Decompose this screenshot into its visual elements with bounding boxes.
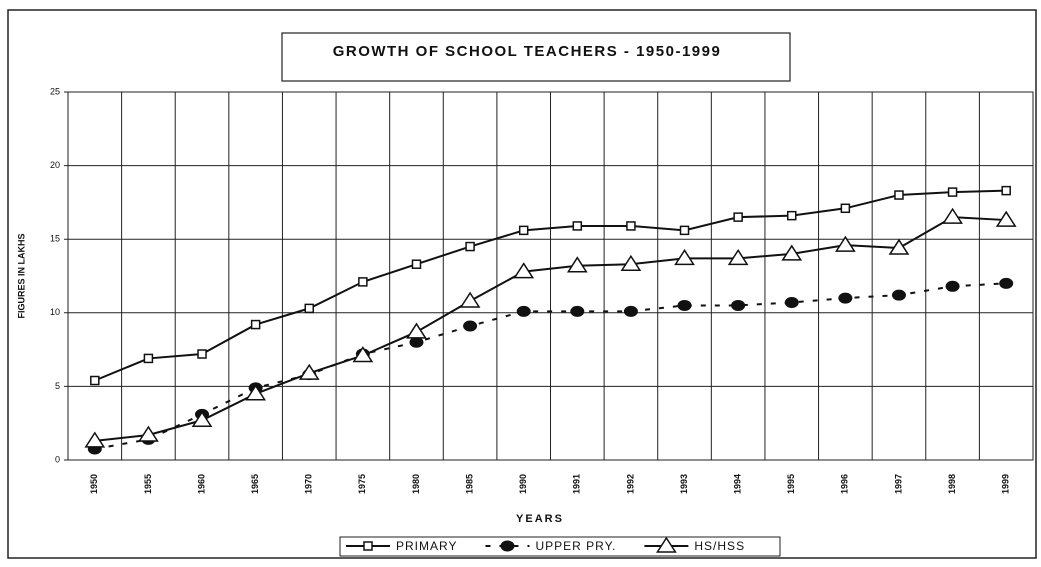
point-marker [838,292,853,304]
point-marker [787,210,797,221]
legend-marker [363,541,373,551]
point-marker [197,349,207,359]
x-tick-label: 1995 [786,474,796,494]
point-marker [894,190,904,200]
point-marker [733,212,743,222]
x-axis-label: YEARS [516,513,564,525]
point-marker [465,241,475,252]
x-tick-label: 1960 [196,474,206,494]
x-tick-label: 1994 [733,474,743,494]
x-tick-label: 1965 [250,474,260,494]
point-marker [516,305,531,317]
x-tick-label: 1998 [947,474,957,494]
point-marker [245,384,267,401]
y-tick-label: 20 [50,160,60,170]
chart-title: GROWTH OF SCHOOL TEACHERS - 1950-1999 [333,43,722,60]
point-marker [888,238,910,255]
y-tick-label: 25 [50,86,60,96]
x-tick-label: 1992 [625,474,635,494]
point-marker [572,221,583,231]
point-marker [834,235,856,252]
point-marker [623,305,638,317]
point-marker [677,299,692,311]
point-marker [626,221,636,231]
point-marker [727,248,749,266]
point-marker [1001,185,1011,196]
point-marker [679,225,690,236]
x-tick-label: 1950 [89,474,99,494]
x-tick-label: 1970 [304,474,314,494]
title-box [281,32,791,82]
point-marker [570,305,585,317]
point-marker [513,262,535,279]
series-line [94,216,1007,442]
point-marker [358,277,368,287]
point-marker [352,346,374,363]
point-marker [781,244,803,261]
legend-marker [656,536,677,553]
legend-label: UPPER PRY. [535,539,616,553]
x-tick-label: 1996 [840,474,850,494]
x-tick-label: 1985 [464,474,474,494]
x-tick-label: 1997 [893,474,903,494]
point-marker [298,363,320,380]
y-tick-label: 15 [50,234,60,244]
y-axis-label: FIGURES IN LAKHS [16,233,26,318]
point-marker [731,299,746,311]
point-marker [191,410,213,428]
point-marker [406,322,427,339]
point-marker [945,280,960,292]
legend-label: HS/HSS [694,539,745,553]
x-tick-label: 1980 [411,474,421,494]
point-marker [90,375,100,386]
x-tick-label: 1975 [357,474,367,494]
point-marker [620,254,642,271]
x-tick-label: 1991 [572,474,582,494]
x-tick-label: 1999 [1001,474,1011,494]
legend-marker [500,540,515,552]
point-marker [304,303,314,314]
point-marker [411,259,422,269]
x-tick-label: 1993 [679,474,689,494]
point-marker [138,425,159,442]
point-marker [999,277,1014,289]
point-marker [674,248,695,266]
series-line [94,282,1007,450]
point-marker [143,353,154,364]
point-marker [459,291,481,308]
chart-border [7,9,1037,559]
x-tick-label: 1955 [143,474,153,494]
series-line [94,189,1007,382]
y-tick-label: 5 [55,381,60,391]
point-marker [942,207,963,224]
point-marker [566,256,588,273]
point-marker [995,210,1017,227]
point-marker [891,289,906,301]
point-marker [784,296,799,308]
point-marker [409,336,424,348]
x-tick-label: 1990 [518,474,528,494]
legend-label: PRIMARY [396,539,457,553]
point-marker [840,203,851,214]
point-marker [518,225,529,236]
y-tick-label: 0 [55,454,60,464]
point-marker [463,320,478,332]
y-tick-label: 10 [50,307,60,317]
point-marker [84,431,106,448]
point-marker [947,187,958,197]
point-marker [250,319,261,330]
